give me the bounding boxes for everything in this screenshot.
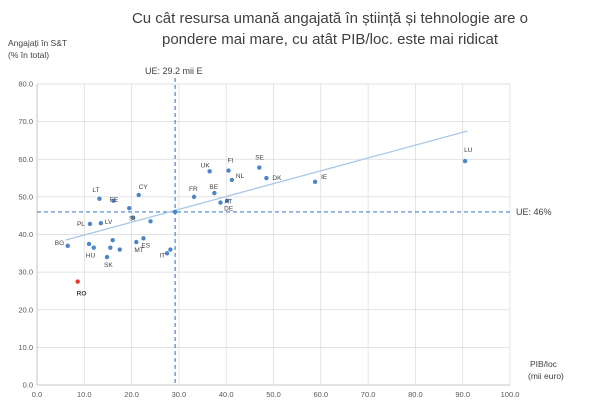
point-uk <box>207 169 212 174</box>
point-label-fi: FI <box>228 158 234 165</box>
y-axis-title-line2: (% în total) <box>8 50 49 60</box>
point-ee <box>111 198 116 203</box>
y-tick-label: 80.0 <box>18 80 33 89</box>
point-pl <box>87 221 93 227</box>
gridlines <box>36 83 511 386</box>
point-label-hu: HU <box>86 253 96 260</box>
point-label-be: BE <box>209 184 218 191</box>
eu-vertical-reference-label: UE: 29.2 mii E <box>145 66 203 76</box>
trendline-layer <box>65 130 468 241</box>
x-axis-title-line2: (mii euro) <box>528 371 564 381</box>
point-label-ie: IE <box>321 174 328 181</box>
point-fi <box>226 168 231 173</box>
point-fr <box>191 194 197 200</box>
point-label-ro: RO <box>77 291 87 298</box>
point <box>172 209 178 215</box>
point <box>108 245 113 250</box>
point-ie <box>312 179 318 185</box>
point-dk <box>264 175 269 181</box>
point <box>110 237 115 243</box>
data-points <box>65 158 468 284</box>
point-label-bg: BG <box>55 240 64 247</box>
point-de <box>224 198 230 203</box>
point-label-it: IT <box>159 253 165 260</box>
x-tick-label: 50.0 <box>266 390 281 399</box>
y-tick-label: 10.0 <box>18 343 33 352</box>
x-axis-title-line1: PIB/loc <box>530 359 558 369</box>
x-tick-label: 10.0 <box>77 390 92 399</box>
x-tick-label: 70.0 <box>361 390 376 399</box>
point-es <box>141 236 146 241</box>
point-nl <box>229 177 235 183</box>
point-label-ee: EE <box>110 197 119 204</box>
point-cy <box>136 192 141 198</box>
point-label-lu: LU <box>464 147 473 154</box>
point-bg <box>65 243 70 248</box>
y-tick-label: 50.0 <box>18 192 33 201</box>
point-be <box>212 190 217 196</box>
point-label-se: SE <box>255 155 264 162</box>
x-tick-label: 30.0 <box>172 390 187 399</box>
point-label-uk: UK <box>201 162 211 169</box>
point-label-cy: CY <box>139 184 149 191</box>
x-tick-label: 20.0 <box>124 390 139 399</box>
point <box>148 219 153 224</box>
eu-horizontal-reference-label: UE: 46% <box>516 207 552 217</box>
point-lt <box>97 196 102 201</box>
point <box>86 241 92 247</box>
x-tick-label: 90.0 <box>455 390 470 399</box>
point-si <box>130 215 136 220</box>
y-tick-label: 60.0 <box>18 155 33 164</box>
y-tick-label: 70.0 <box>18 117 33 126</box>
y-tick-label: 0.0 <box>23 381 33 390</box>
point-label-es: ES <box>141 242 150 249</box>
point-label-lv: LV <box>105 219 113 226</box>
y-tick-label: 30.0 <box>18 268 33 277</box>
point-it <box>168 247 173 252</box>
x-tick-label: 40.0 <box>219 390 234 399</box>
axes: 0.0 10.0 20.0 30.0 40.0 50.0 60.0 70.0 80.0 0.0 10… <box>18 80 519 400</box>
point-at <box>218 200 223 205</box>
x-tick-label: 80.0 <box>408 390 423 399</box>
point-label-fr: FR <box>189 186 198 193</box>
point-ro <box>75 279 80 284</box>
point-sk <box>104 254 110 260</box>
point-label-mt: MT <box>134 247 143 254</box>
chart-title: Cu cât resursa umană angajată în știință… <box>131 10 529 48</box>
point-lv <box>98 221 104 226</box>
y-axis-title-line1: Angajați în S&T <box>8 38 67 48</box>
point-label-sk: SK <box>104 262 113 269</box>
trendline <box>65 130 468 241</box>
point <box>117 247 122 252</box>
point-label-pl: PL <box>77 221 85 228</box>
point-label-lt: LT <box>92 187 99 194</box>
point-label-si: SI <box>129 216 135 223</box>
x-tick-label: 100.0 <box>501 390 520 399</box>
point-label-nl: NL <box>236 173 245 180</box>
point-se <box>257 165 262 170</box>
point-mt <box>134 239 139 245</box>
x-tick-label: 0.0 <box>32 390 42 399</box>
point-label-dk: DK <box>272 175 282 182</box>
point-lu <box>462 158 468 164</box>
point <box>127 205 132 211</box>
point <box>164 251 170 256</box>
point-hu <box>91 245 96 250</box>
reference-lines: UE: 29.2 mii E UE: 46% <box>37 66 552 385</box>
x-tick-label: 60.0 <box>313 390 328 399</box>
point-label-de: DE <box>224 206 234 213</box>
y-tick-label: 20.0 <box>18 305 33 314</box>
y-tick-label: 40.0 <box>18 230 33 239</box>
point-label-at: AT <box>225 199 233 206</box>
